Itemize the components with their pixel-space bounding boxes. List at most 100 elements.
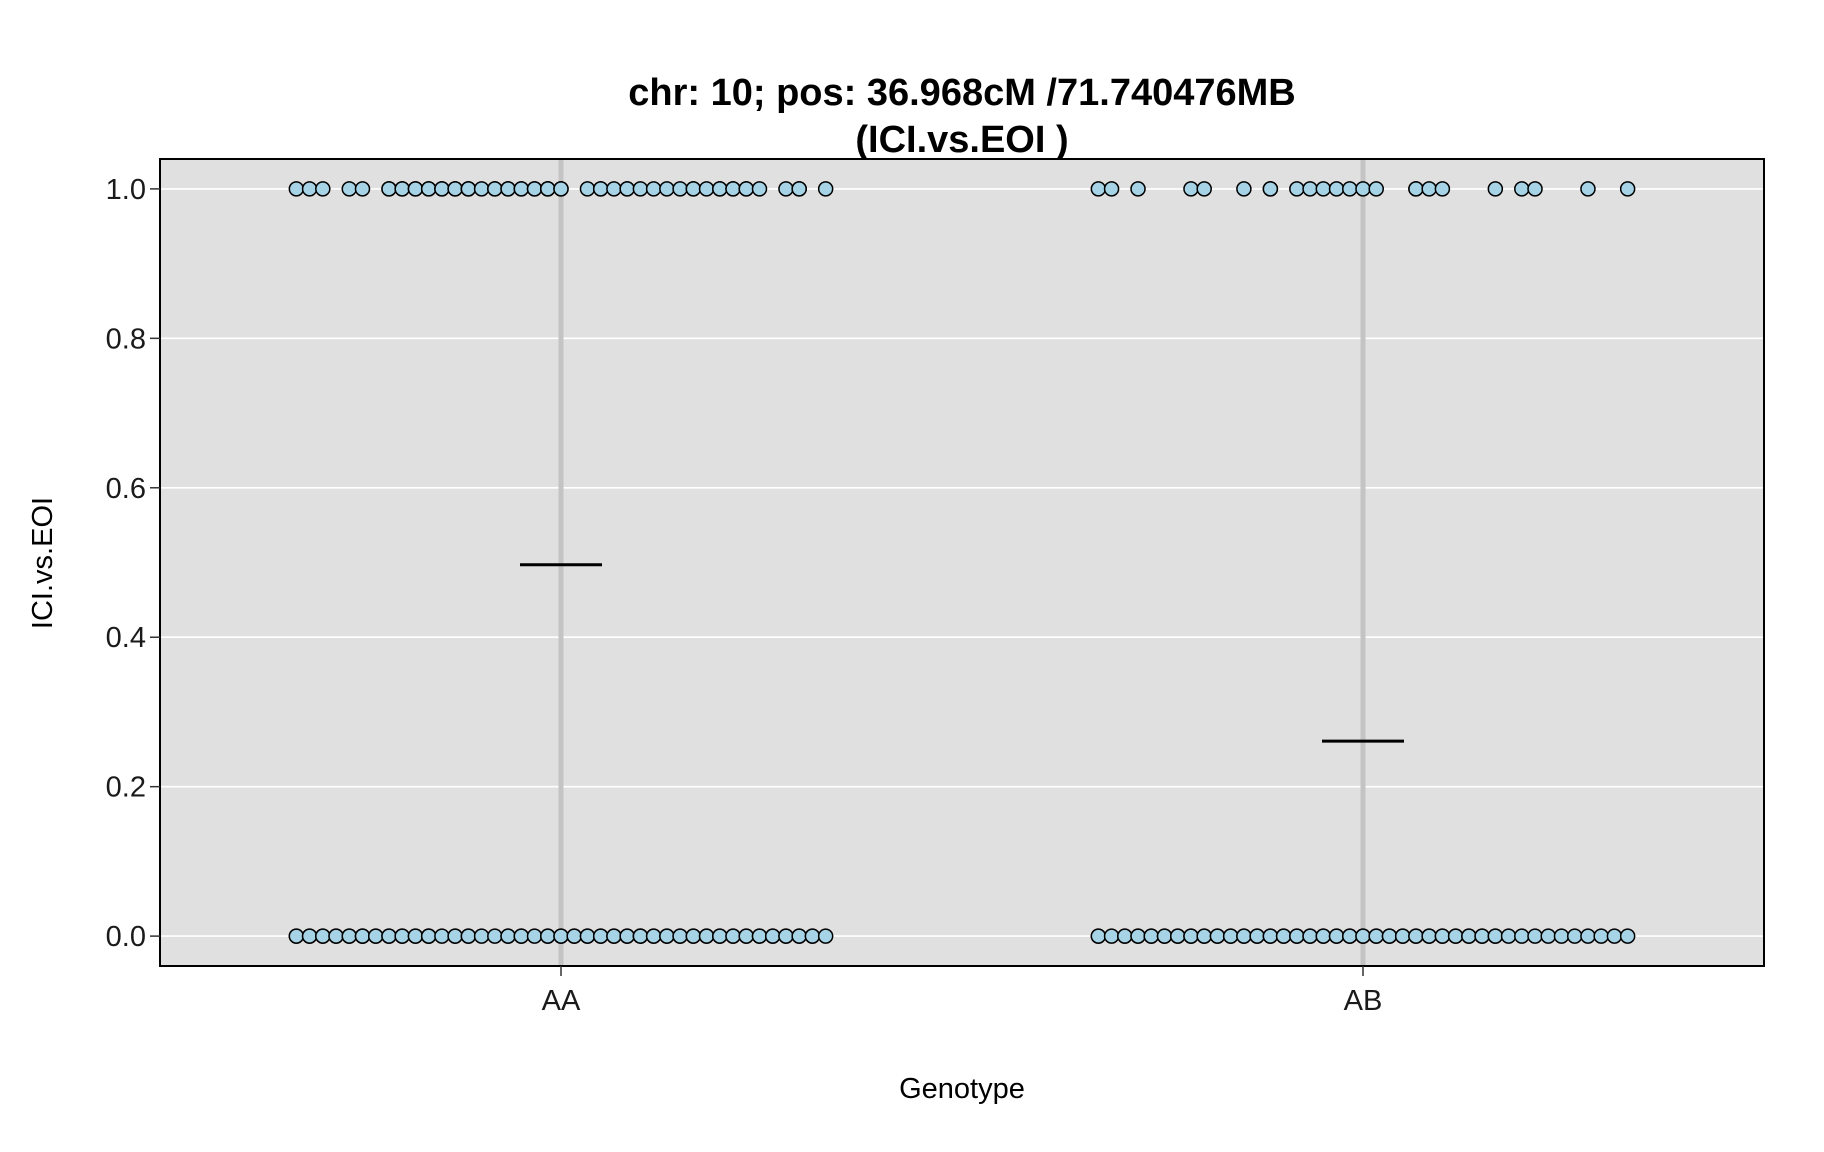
data-point-AA-y1-2 (315, 181, 331, 197)
data-point-AB-y1-1 (1103, 181, 1120, 197)
data-point-AA-y1-43 (672, 181, 688, 197)
data-point-AB-y0-52 (1434, 928, 1451, 944)
data-point-AA-y1-16 (447, 181, 463, 197)
data-point-AA-y0-7 (328, 928, 344, 944)
data-point-AA-y0-64 (712, 928, 728, 944)
data-point-AB-y1-0 (1090, 181, 1107, 197)
data-point-AA-y0-1 (288, 928, 305, 944)
data-point-AA-y0-43 (579, 928, 596, 944)
data-point-AB-y0-30 (1289, 928, 1305, 944)
data-point-AA-y0-74 (778, 928, 794, 944)
data-point-AB-y1-10 (1315, 181, 1332, 197)
data-point-AB-y1-17 (1421, 181, 1437, 197)
data-point-AB-y0-28 (1275, 928, 1292, 944)
data-point-AB-y1-16 (1408, 181, 1424, 197)
data-point-AB-y1-18 (1434, 181, 1451, 197)
data-point-AB-y1-21 (1527, 181, 1543, 197)
data-point-AB-y0-18 (1209, 928, 1226, 944)
data-point-AB-y0-70 (1619, 928, 1636, 944)
data-point-AA-y1-34 (579, 181, 596, 197)
data-point-AB-y0-16 (1196, 928, 1212, 944)
data-point-AA-y0-26 (447, 928, 463, 944)
data-point-AA-y0-9 (341, 928, 358, 944)
data-point-AA-y0-56 (659, 928, 675, 944)
data-point-AB-y0-68 (1593, 928, 1609, 944)
data-point-AB-y0-58 (1474, 928, 1490, 944)
data-point-AA-y0-66 (725, 928, 741, 944)
data-point-AA-y0-34 (513, 928, 530, 944)
data-point-AA-y1-19 (460, 181, 477, 197)
y-tick-label-1: 0.2 (106, 772, 146, 804)
data-point-AB-y0-2 (1103, 928, 1120, 944)
data-point-AA-y0-39 (553, 928, 569, 944)
data-point-AB-y0-32 (1302, 928, 1318, 944)
y-tick-label-4: 0.8 (106, 323, 146, 355)
data-point-AB-y1-23 (1619, 181, 1636, 197)
data-point-AA-y0-49 (619, 928, 635, 944)
data-point-AB-y1-9 (1302, 181, 1318, 197)
data-point-AA-y1-39 (619, 181, 635, 197)
data-point-AB-y0-69 (1606, 928, 1623, 944)
data-point-AA-y0-54 (645, 928, 662, 944)
data-point-AA-y1-42 (659, 181, 675, 197)
chart-title-line1: chr: 10; pos: 36.968cM /71.740476MB (628, 72, 1295, 114)
data-point-AA-y0-18 (394, 928, 410, 944)
y-axis-title: ICI.vs.EOI (27, 497, 59, 629)
data-point-AB-y0-67 (1580, 928, 1596, 944)
data-point-AB-y0-50 (1421, 928, 1437, 944)
data-point-AA-y0-52 (632, 928, 649, 944)
data-point-AB-y0-40 (1355, 928, 1371, 944)
data-point-AA-y1-12 (420, 181, 437, 197)
data-point-AA-y1-4 (354, 181, 371, 197)
data-point-AA-y1-10 (407, 181, 424, 197)
data-point-AB-y0-62 (1514, 928, 1530, 944)
data-point-AB-y0-22 (1236, 928, 1252, 944)
plot-border (159, 158, 1765, 967)
data-point-AA-y0-76 (791, 928, 807, 944)
data-point-AB-y1-7 (1262, 181, 1279, 197)
data-point-AA-y1-46 (698, 181, 715, 197)
data-point-AB-y0-10 (1156, 928, 1173, 944)
data-point-AA-y1-54 (778, 181, 794, 197)
x-axis-title: Genotype (899, 1073, 1025, 1105)
data-point-AA-y0-79 (817, 928, 834, 944)
data-point-AB-y1-20 (1514, 181, 1530, 197)
data-point-AA-y1-1 (301, 181, 318, 197)
data-point-AA-y1-6 (381, 181, 397, 197)
data-point-AB-y0-38 (1342, 928, 1358, 944)
data-point-AA-y0-47 (606, 928, 622, 944)
data-point-AA-y1-52 (738, 181, 755, 197)
data-point-AB-y0-24 (1249, 928, 1265, 944)
data-point-AA-y1-37 (606, 181, 622, 197)
data-point-AA-y1-8 (394, 181, 410, 197)
data-point-AA-y0-62 (698, 928, 715, 944)
data-point-AB-y0-12 (1169, 928, 1186, 944)
data-point-AA-y0-35 (526, 928, 543, 944)
data-point-AB-y0-46 (1394, 928, 1411, 944)
data-point-AA-y1-0 (288, 181, 305, 197)
data-point-AB-y0-36 (1328, 928, 1345, 944)
y-tick-label-3: 0.6 (106, 473, 146, 505)
data-point-AA-y1-41 (645, 181, 662, 197)
data-point-AB-y1-8 (1289, 181, 1305, 197)
data-point-AA-y0-41 (566, 928, 582, 944)
data-point-AB-y0-61 (1500, 928, 1517, 944)
data-point-AA-y1-36 (592, 181, 609, 197)
data-point-AA-y1-48 (712, 181, 728, 197)
data-point-AB-y1-11 (1328, 181, 1345, 197)
y-tick-label-0: 0.0 (106, 921, 146, 953)
data-point-AB-y0-65 (1553, 928, 1570, 944)
data-point-AA-y1-28 (526, 181, 543, 197)
data-point-AA-y0-60 (685, 928, 702, 944)
data-point-AB-y0-54 (1447, 928, 1464, 944)
data-point-AB-y1-5 (1236, 181, 1252, 197)
data-point-AB-y0-64 (1540, 928, 1557, 944)
data-points (288, 181, 1636, 944)
data-point-AA-y0-68 (738, 928, 755, 944)
data-point-AA-y0-32 (500, 928, 516, 944)
data-point-AA-y0-23 (420, 928, 437, 944)
data-point-AA-y0-72 (764, 928, 781, 944)
data-point-AB-y0-66 (1566, 928, 1583, 944)
data-point-AB-y0-20 (1222, 928, 1239, 944)
